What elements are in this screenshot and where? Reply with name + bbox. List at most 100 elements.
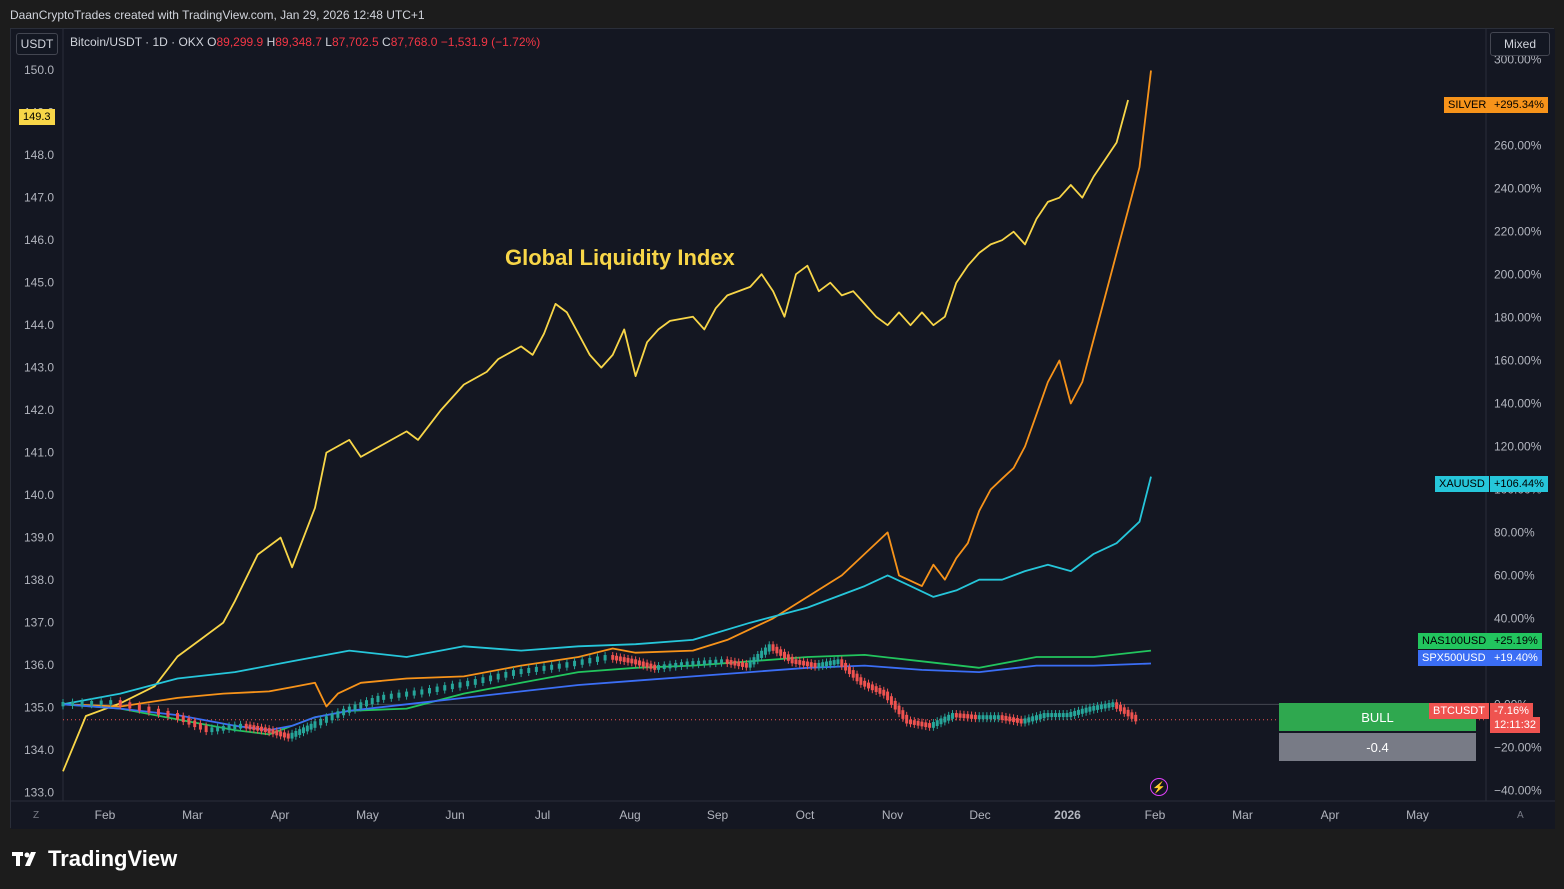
right-axis-tick: 60.00% bbox=[1494, 568, 1535, 582]
time-axis-tick: Apr bbox=[271, 808, 290, 822]
spx-value-tag: +19.40% bbox=[1490, 650, 1542, 666]
btc-candle bbox=[779, 649, 783, 656]
btc-candle bbox=[763, 647, 767, 655]
left-axis-tick: 145.0 bbox=[24, 276, 54, 290]
time-axis-tick: Sep bbox=[707, 808, 729, 822]
btc-candle bbox=[916, 720, 920, 726]
legend-symbol[interactable]: Bitcoin/USDT · 1D · OKX bbox=[70, 35, 204, 49]
btc-candle bbox=[353, 704, 357, 711]
right-axis-tick: 240.00% bbox=[1494, 182, 1542, 196]
btc-candle bbox=[802, 660, 806, 666]
btc-candle bbox=[630, 658, 634, 664]
btc-candle bbox=[204, 725, 208, 733]
btc-candle bbox=[519, 669, 523, 675]
btc-candle bbox=[1050, 713, 1054, 718]
btc-candle bbox=[71, 701, 75, 706]
btc-candle bbox=[227, 725, 231, 730]
left-axis-tick: 138.0 bbox=[24, 573, 54, 587]
btc-candle bbox=[166, 710, 170, 718]
symbol-legend[interactable]: Bitcoin/USDT · 1D · OKX O89,299.9 H89,34… bbox=[70, 35, 540, 49]
right-axis-tick: 160.00% bbox=[1494, 354, 1542, 368]
liquidity-annotation: Global Liquidity Index bbox=[505, 245, 735, 270]
btc-candle bbox=[239, 723, 243, 729]
btc-candle bbox=[668, 663, 672, 669]
btc-candle bbox=[702, 660, 706, 665]
btc-candle bbox=[809, 662, 813, 667]
right-axis-tick: 200.00% bbox=[1494, 268, 1542, 282]
btc-candle bbox=[118, 700, 122, 707]
btc-candle bbox=[1008, 716, 1012, 722]
btc-candle bbox=[966, 714, 970, 719]
btc-candle bbox=[233, 724, 237, 730]
btc-candle bbox=[844, 662, 848, 671]
btc-candle bbox=[1057, 713, 1061, 718]
btc-candle bbox=[1061, 713, 1065, 718]
btc-candle bbox=[80, 701, 84, 706]
currency-button[interactable]: USDT bbox=[16, 33, 58, 55]
btc-candle bbox=[271, 729, 275, 735]
btc-candle bbox=[886, 691, 890, 701]
btc-candle bbox=[840, 659, 844, 667]
btc-candle bbox=[882, 689, 886, 696]
right-axis-tick: −20.00% bbox=[1494, 740, 1542, 754]
scale-mode-button[interactable]: Mixed bbox=[1490, 32, 1550, 56]
auto-scale-button[interactable]: A bbox=[1517, 810, 1524, 821]
chart-panel[interactable]: 150.0149.0148.0147.0146.0145.0144.0143.0… bbox=[10, 28, 1555, 829]
right-axis-tick: −40.00% bbox=[1494, 783, 1542, 797]
btc-candle bbox=[798, 660, 802, 665]
btc-candle bbox=[790, 656, 794, 664]
btc-candle bbox=[893, 700, 897, 710]
right-axis-tick: 180.00% bbox=[1494, 311, 1542, 325]
btc-candle bbox=[443, 685, 447, 691]
btc-candle bbox=[674, 662, 678, 668]
btc-candle bbox=[996, 715, 1000, 720]
btc-candle bbox=[989, 715, 993, 720]
chart-canvas[interactable]: 150.0149.0148.0147.0146.0145.0144.0143.0… bbox=[11, 29, 1555, 829]
btc-candle bbox=[573, 660, 577, 667]
zoom-corner-button[interactable]: Z bbox=[33, 810, 40, 821]
btc-candle bbox=[828, 660, 832, 666]
btc-candle bbox=[783, 651, 787, 659]
btc-candle bbox=[1054, 713, 1058, 718]
btc-candle bbox=[725, 659, 729, 665]
btc-candle bbox=[645, 662, 649, 668]
btc-name-tag: BTCUSDT bbox=[1429, 703, 1489, 719]
time-axis-tick: Dec bbox=[969, 808, 990, 822]
legend-open: 89,299.9 bbox=[216, 35, 264, 49]
series-line-silver bbox=[62, 70, 1152, 708]
btc-candle bbox=[901, 710, 905, 719]
btc-candle bbox=[302, 727, 306, 734]
left-axis-tick: 150.0 bbox=[24, 63, 54, 77]
btc-candle bbox=[252, 725, 256, 730]
btc-candle bbox=[649, 663, 653, 669]
time-axis-tick: Nov bbox=[882, 808, 903, 822]
btc-candle bbox=[279, 731, 283, 737]
btc-countdown-tag: 12:11:32 bbox=[1490, 717, 1541, 733]
btc-candle bbox=[450, 683, 454, 690]
btc-candle bbox=[90, 700, 94, 706]
btc-candle bbox=[821, 662, 825, 667]
left-current-price-tag: 149.3 bbox=[19, 109, 55, 125]
btc-candle bbox=[1004, 715, 1008, 721]
time-axis-tick: Apr bbox=[1321, 808, 1340, 822]
btc-candle bbox=[1103, 703, 1107, 709]
btc-candle bbox=[481, 677, 485, 684]
btc-candle bbox=[370, 698, 374, 705]
btc-candle bbox=[634, 659, 638, 665]
time-axis[interactable]: Feb Mar Apr May Jun Jul Aug Sep Oct Nov Dec 2026 Feb… bbox=[11, 800, 1555, 822]
btc-candle bbox=[805, 661, 809, 667]
lightning-icon[interactable]: ⚡ bbox=[1150, 778, 1168, 796]
right-axis-tick: 300.00% bbox=[1494, 53, 1542, 67]
left-axis-tick: 148.0 bbox=[24, 148, 54, 162]
btc-candle bbox=[905, 714, 909, 724]
time-axis-tick: Mar bbox=[1232, 808, 1253, 822]
legend-open-key: O bbox=[207, 35, 217, 49]
btc-candle bbox=[588, 657, 592, 664]
btc-candle bbox=[1111, 702, 1115, 708]
btc-candle bbox=[870, 684, 874, 691]
btc-candle bbox=[708, 660, 712, 665]
btc-value-tag: -7.16% bbox=[1490, 703, 1533, 719]
btc-candle bbox=[216, 726, 220, 732]
btc-candle bbox=[324, 716, 328, 723]
btc-candle bbox=[565, 662, 569, 668]
